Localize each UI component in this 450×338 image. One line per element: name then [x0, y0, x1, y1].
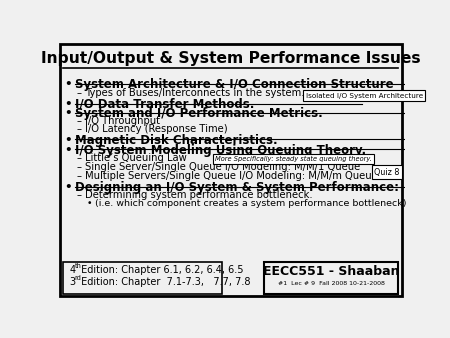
Text: Little’s Queuing Law: Little’s Queuing Law	[85, 153, 187, 163]
Text: •: •	[65, 181, 72, 194]
Text: I/O System Modeling Using Queuing Theory.: I/O System Modeling Using Queuing Theory…	[76, 144, 367, 156]
Text: Quiz 8: Quiz 8	[374, 168, 400, 176]
Text: System and I/O Performance Metrics.: System and I/O Performance Metrics.	[76, 107, 323, 120]
Text: Multiple Servers/Single Queue I/O Modeling: M/M/m Queue: Multiple Servers/Single Queue I/O Modeli…	[85, 171, 378, 181]
Text: Determining system performance bottleneck.: Determining system performance bottlenec…	[85, 190, 312, 200]
Text: rd: rd	[74, 274, 81, 281]
Text: EECC551 - Shaaban: EECC551 - Shaaban	[263, 265, 399, 278]
Text: –: –	[76, 171, 81, 181]
Text: –: –	[76, 88, 81, 98]
Text: Edition: Chapter 6.1, 6.2, 6.4, 6.5: Edition: Chapter 6.1, 6.2, 6.4, 6.5	[78, 265, 244, 275]
Text: –: –	[76, 162, 81, 172]
Text: 4: 4	[69, 265, 76, 275]
Text: •: •	[65, 144, 72, 156]
Text: Designing an I/O System & System Performance:: Designing an I/O System & System Perform…	[76, 181, 400, 194]
Text: •: •	[87, 198, 92, 208]
Text: (i.e. which component creates a system performance bottleneck): (i.e. which component creates a system p…	[94, 198, 406, 208]
Text: –: –	[76, 116, 81, 126]
Text: –: –	[76, 124, 81, 135]
Text: Single Server/Single Queue I/O Modeling: M/M/1 Queue: Single Server/Single Queue I/O Modeling:…	[85, 162, 360, 172]
FancyBboxPatch shape	[63, 262, 222, 294]
Text: Magnetic Disk Characteristics.: Magnetic Disk Characteristics.	[76, 134, 278, 147]
Text: •: •	[65, 134, 72, 147]
Text: –: –	[76, 153, 81, 163]
Text: I/O Latency (Response Time): I/O Latency (Response Time)	[85, 124, 227, 135]
Text: I/O Throughput: I/O Throughput	[85, 116, 160, 126]
Text: –: –	[76, 190, 81, 200]
Text: th: th	[74, 263, 81, 269]
Text: •: •	[65, 107, 72, 120]
FancyBboxPatch shape	[264, 262, 398, 294]
Text: Types of Buses/Interconnects in the system.: Types of Buses/Interconnects in the syst…	[85, 88, 304, 98]
Text: #1  Lec # 9  Fall 2008 10-21-2008: #1 Lec # 9 Fall 2008 10-21-2008	[278, 281, 384, 286]
Text: •: •	[65, 98, 72, 111]
Text: Edition: Chapter  7.1-7.3,   7.7, 7.8: Edition: Chapter 7.1-7.3, 7.7, 7.8	[78, 277, 251, 287]
Text: Input/Output & System Performance Issues: Input/Output & System Performance Issues	[41, 51, 420, 67]
Text: More Specifically: steady state queuing theory.: More Specifically: steady state queuing …	[215, 156, 372, 163]
Text: System Architecture & I/O Connection Structure: System Architecture & I/O Connection Str…	[76, 78, 394, 91]
Text: •: •	[65, 78, 72, 91]
Text: 3: 3	[69, 277, 76, 287]
FancyBboxPatch shape	[60, 45, 401, 296]
Text: Isolated I/O System Architecture: Isolated I/O System Architecture	[306, 93, 423, 99]
Text: I/O Data Transfer Methods.: I/O Data Transfer Methods.	[76, 98, 255, 111]
